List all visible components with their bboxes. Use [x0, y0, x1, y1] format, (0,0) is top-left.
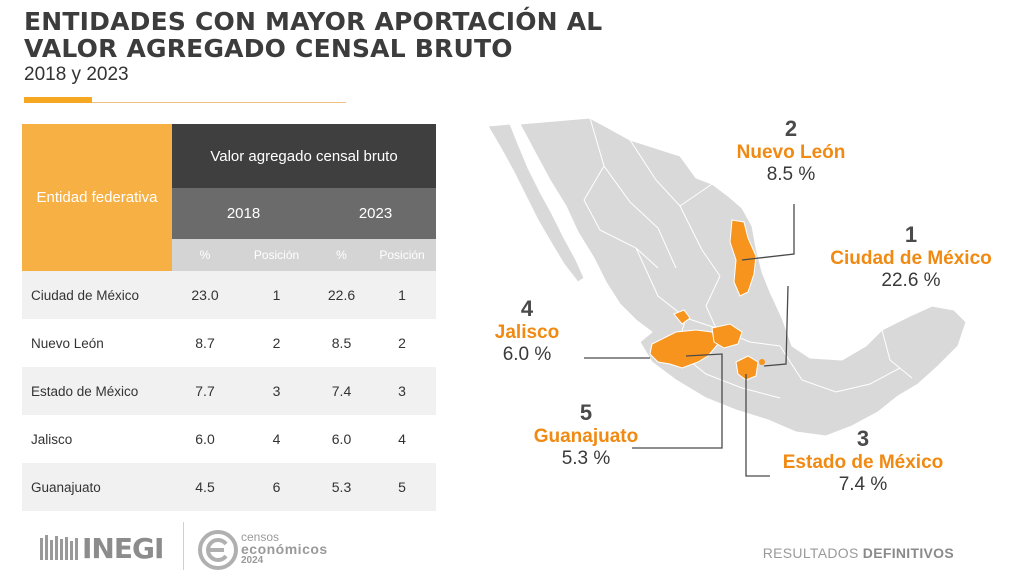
callout-estado-de-mexico: 3 Estado de México 7.4 % [770, 426, 956, 496]
map-guanajuato [711, 323, 743, 349]
callout-pct: 7.4 % [838, 474, 888, 495]
cell-pos-2023: 4 [398, 431, 406, 447]
cell-pct-2023: 7.4 [315, 367, 368, 415]
inegi-logo-text: INEGI [82, 532, 164, 565]
page-title: ENTIDADES CON MAYOR APORTACIÓN AL VALOR … [24, 7, 603, 63]
cell-entity: Jalisco [31, 431, 73, 447]
callout-ciudad-de-mexico: 1 Ciudad de México 22.6 % [816, 222, 1006, 292]
cell-pos-2018: 2 [272, 335, 281, 351]
cell-pct-2023: 22.6 [315, 271, 368, 319]
cell-entity: Guanajuato [22, 463, 172, 511]
censos-line-3: 2024 [241, 555, 264, 566]
callout-rank: 4 [520, 296, 534, 321]
table-row: Estado de México 7.7 3 7.4 3 [22, 367, 437, 415]
censos-economicos-logo-icon [198, 530, 238, 570]
cell-entity: Nuevo León [31, 335, 104, 351]
callout-pct: 8.5 % [766, 164, 816, 185]
main-header: Valor agregado censal bruto [172, 124, 437, 188]
table-row: Guanajuato 4.5 6 5.3 5 [22, 463, 437, 511]
table-row: Jalisco 6.0 4 6.0 4 [22, 415, 436, 463]
callout-rank: 3 [856, 426, 870, 451]
year-header-2018: 2018 [172, 188, 315, 239]
map-nuevo-leon [729, 219, 757, 297]
callout-jalisco: 4 Jalisco 6.0 % [472, 296, 582, 366]
year-header-2023: 2023 [315, 188, 437, 239]
callout-name: Nuevo León [736, 142, 846, 163]
callout-name: Estado de México [782, 452, 944, 473]
callout-name: Jalisco [494, 322, 560, 343]
map-jalisco-north [673, 309, 691, 325]
cell-pct-2023: 6.0 [331, 431, 352, 447]
results-bold: DEFINITIVOS [862, 545, 954, 561]
results-light: RESULTADOS [762, 545, 859, 561]
sub-header-pos-2023: Posición [368, 239, 437, 271]
sub-header-pct-2018: % [172, 239, 238, 271]
table-row: Nuevo León 8.7 2 8.5 2 [22, 319, 436, 367]
results-label: RESULTADOS DEFINITIVOS [763, 545, 954, 561]
cell-pos-2023: 5 [368, 463, 437, 511]
callout-rank: 5 [579, 400, 593, 425]
cell-pct-2018: 4.5 [172, 463, 238, 511]
entity-header: Entidad federativa [22, 124, 172, 271]
callout-rank: 2 [784, 116, 798, 141]
callout-pct: 22.6 % [881, 270, 941, 291]
map-baja-california [487, 123, 585, 283]
cell-entity: Ciudad de México [22, 271, 172, 319]
callout-nuevo-leon: 2 Nuevo León 8.5 % [716, 116, 866, 186]
cell-pos-2023: 3 [368, 367, 437, 415]
cell-pct-2023: 8.5 [331, 335, 352, 351]
page-subtitle: 2018 y 2023 [24, 64, 129, 85]
map-leader-lines [584, 204, 795, 477]
censos-line-2: económicos [241, 541, 328, 557]
cell-pos-2018: 3 [238, 367, 315, 415]
callout-name: Guanajuato [533, 426, 639, 447]
title-accent-bar [24, 97, 92, 103]
map-estado-de-mexico [735, 355, 759, 381]
sub-header-pos-2018: Posición [238, 239, 315, 271]
cell-pos-2018: 4 [272, 431, 281, 447]
cell-pct-2018: 8.7 [195, 335, 215, 351]
cell-pos-2018: 6 [238, 463, 315, 511]
mexico-map [487, 117, 967, 477]
cell-pos-2023: 2 [398, 335, 406, 351]
callout-pct: 5.3 % [561, 448, 611, 469]
sub-header-pct-2023: % [315, 239, 368, 271]
cell-pct-2018: 6.0 [195, 431, 215, 447]
table-row: Ciudad de México 23.0 1 22.6 1 [22, 271, 437, 319]
cell-entity: Estado de México [22, 367, 172, 415]
censos-line-1: censos [241, 530, 280, 544]
callout-rank: 1 [904, 222, 918, 247]
censos-economicos-logo-text: censos económicos 2024 [241, 531, 328, 567]
footer-separator [183, 522, 184, 570]
inegi-logo-icon [40, 535, 78, 560]
callout-guanajuato: 5 Guanajuato 5.3 % [518, 400, 654, 470]
callout-name: Ciudad de México [830, 248, 992, 269]
cell-pct-2018: 7.7 [172, 367, 238, 415]
cell-pct-2023: 5.3 [315, 463, 368, 511]
callout-pct: 6.0 % [502, 344, 552, 365]
title-underline [24, 102, 346, 103]
cell-pos-2018: 1 [238, 271, 315, 319]
map-jalisco [649, 329, 719, 369]
cell-pct-2018: 23.0 [172, 271, 238, 319]
map-ciudad-de-mexico [759, 359, 765, 365]
data-table: Entidad federativa Valor agregado censal… [22, 124, 437, 511]
cell-pos-2023: 1 [368, 271, 437, 319]
